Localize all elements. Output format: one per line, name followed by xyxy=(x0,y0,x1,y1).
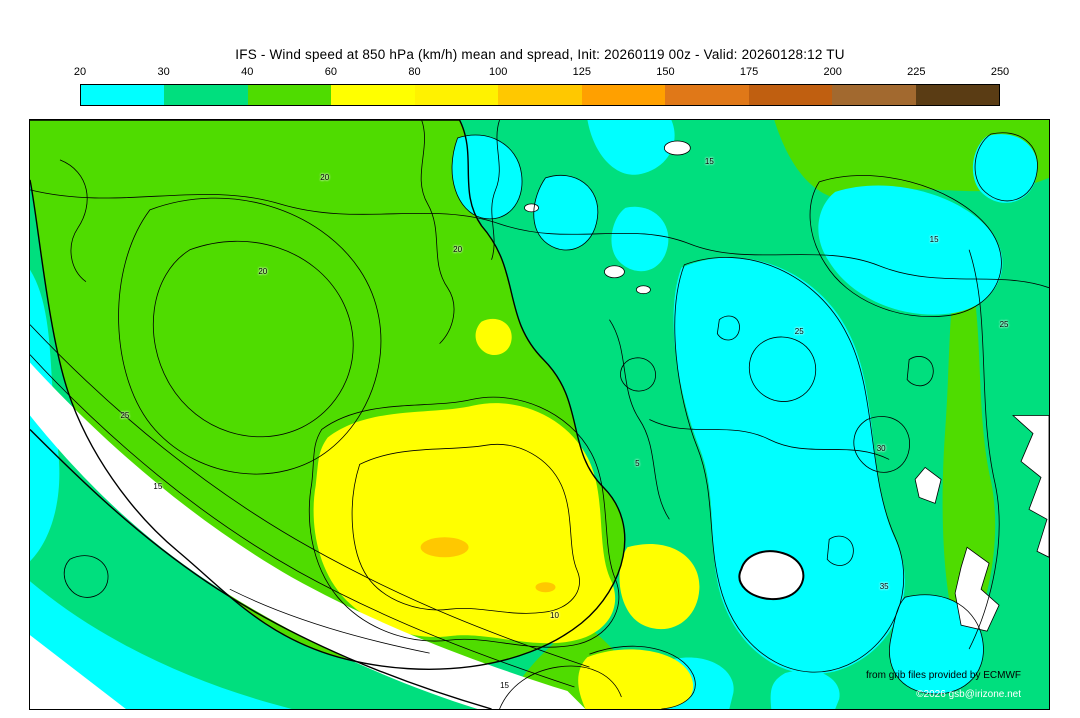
colorbar-tick: 20 xyxy=(73,66,87,78)
contour-label: 20 xyxy=(453,244,463,254)
colorbar-segment xyxy=(915,85,999,105)
page-title: IFS - Wind speed at 850 hPa (km/h) mean … xyxy=(235,47,845,62)
colorbar-tick: 30 xyxy=(157,66,170,78)
colorbar-tick: 250 xyxy=(990,66,1010,78)
contour-label: 15 xyxy=(153,482,163,492)
colorbar-segment xyxy=(832,85,916,105)
colorbar-tick: 100 xyxy=(488,66,508,78)
colorbar-tick: 175 xyxy=(739,66,759,78)
colorbar-segment xyxy=(81,85,165,105)
colorbar-tick: 225 xyxy=(907,66,926,78)
copyright-credit: ©2026 gsb@irizone.net xyxy=(916,689,1021,700)
contour-label: 15 xyxy=(929,234,939,244)
colorbar-segment xyxy=(748,85,833,105)
data-source-credit: from grib files provided by ECMWF xyxy=(865,670,1021,681)
colorbar-segment xyxy=(247,85,332,105)
contour-label: 30 xyxy=(876,444,886,454)
contour-label: 25 xyxy=(999,319,1009,329)
colorbar-segment xyxy=(414,85,499,105)
contour-label: 10 xyxy=(550,611,559,621)
colorbar-tick: 150 xyxy=(656,66,675,78)
colorbar-segment xyxy=(498,85,582,105)
weather-map: 20 20 20 25 15 10 15 5 25 30 15 25 35 15 from grib fi… xyxy=(29,119,1050,710)
colorbar-segments xyxy=(80,84,1000,106)
colorbar-tick: 200 xyxy=(823,66,842,78)
colorbar-segment xyxy=(164,85,248,105)
contour-labels: 20 20 20 25 15 10 15 5 25 30 15 25 35 15 xyxy=(30,120,1049,709)
contour-label: 20 xyxy=(320,172,330,182)
colorbar-tick: 80 xyxy=(408,66,421,78)
colorbar-segment xyxy=(581,85,666,105)
contour-label: 25 xyxy=(120,411,130,421)
colorbar-ticks: 20 30 40 60 80 100 125 150 175 200 225 250 xyxy=(74,66,1009,80)
contour-label: 20 xyxy=(258,266,268,276)
colorbar-tick: 125 xyxy=(572,66,591,78)
contour-label: 15 xyxy=(500,681,509,691)
colorbar-tick: 60 xyxy=(324,66,338,78)
colorbar-segment xyxy=(331,85,415,105)
colorbar-tick: 40 xyxy=(241,66,254,78)
wind-speed-contour-map xyxy=(30,120,1049,709)
contour-label: 5 xyxy=(635,459,640,469)
contour-label: 35 xyxy=(879,582,889,592)
colorbar-segment xyxy=(665,85,749,105)
contour-label: 15 xyxy=(704,156,714,166)
contour-label: 25 xyxy=(794,326,804,336)
